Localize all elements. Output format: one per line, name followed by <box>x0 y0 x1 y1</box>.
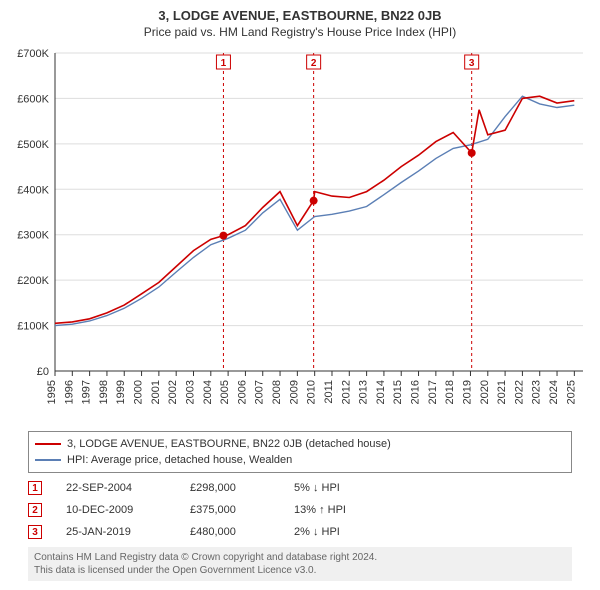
legend-label: HPI: Average price, detached house, Weal… <box>67 454 292 466</box>
svg-text:2006: 2006 <box>236 380 248 404</box>
legend: 3, LODGE AVENUE, EASTBOURNE, BN22 0JB (d… <box>28 431 572 473</box>
title-line1: 3, LODGE AVENUE, EASTBOURNE, BN22 0JB <box>4 8 596 23</box>
svg-text:2007: 2007 <box>254 380 266 404</box>
svg-text:£500K: £500K <box>17 139 49 151</box>
svg-text:2021: 2021 <box>496 380 508 404</box>
legend-row-1: HPI: Average price, detached house, Weal… <box>35 452 565 468</box>
event-desc: 13% ↑ HPI <box>294 504 346 516</box>
svg-text:3: 3 <box>469 58 475 69</box>
event-price: £375,000 <box>190 504 270 516</box>
svg-text:£100K: £100K <box>17 321 49 333</box>
svg-text:2011: 2011 <box>323 380 335 404</box>
event-price: £298,000 <box>190 482 270 494</box>
svg-text:£700K: £700K <box>17 48 49 60</box>
event-desc: 5% ↓ HPI <box>294 482 340 494</box>
event-marker-box: 1 <box>28 481 42 495</box>
svg-text:2000: 2000 <box>133 380 145 404</box>
attribution-footer: Contains HM Land Registry data © Crown c… <box>28 547 572 581</box>
svg-text:1995: 1995 <box>46 380 58 404</box>
legend-swatch <box>35 459 61 461</box>
svg-text:2010: 2010 <box>306 380 318 404</box>
svg-text:1: 1 <box>221 58 227 69</box>
svg-text:2005: 2005 <box>219 380 231 404</box>
svg-text:1998: 1998 <box>98 380 110 404</box>
svg-text:2019: 2019 <box>461 380 473 404</box>
svg-text:2004: 2004 <box>202 380 214 404</box>
svg-text:2024: 2024 <box>548 380 560 404</box>
chart-svg: £0 £100K £200K £300K £400K £500K £600K £700K 199… <box>5 45 595 425</box>
svg-text:2001: 2001 <box>150 380 162 404</box>
svg-text:2017: 2017 <box>427 380 439 404</box>
svg-text:2015: 2015 <box>392 380 404 404</box>
chart-titles: 3, LODGE AVENUE, EASTBOURNE, BN22 0JB Pr… <box>0 0 600 45</box>
svg-text:2013: 2013 <box>358 380 370 404</box>
svg-text:2008: 2008 <box>271 380 283 404</box>
event-dot-1 <box>219 232 227 240</box>
event-date: 25-JAN-2019 <box>66 526 166 538</box>
svg-text:£200K: £200K <box>17 275 49 287</box>
svg-text:2009: 2009 <box>288 380 300 404</box>
chart-area: £0 £100K £200K £300K £400K £500K £600K £700K 199… <box>5 45 595 425</box>
event-marker-box: 3 <box>28 525 42 539</box>
svg-text:2016: 2016 <box>410 380 422 404</box>
event-row-3: 3 25-JAN-2019 £480,000 2% ↓ HPI <box>28 521 572 543</box>
footer-line2: This data is licensed under the Open Gov… <box>34 564 566 577</box>
legend-row-0: 3, LODGE AVENUE, EASTBOURNE, BN22 0JB (d… <box>35 436 565 452</box>
svg-text:2025: 2025 <box>565 380 577 404</box>
legend-swatch <box>35 443 61 445</box>
title-line2: Price paid vs. HM Land Registry's House … <box>4 25 596 39</box>
svg-text:£300K: £300K <box>17 230 49 242</box>
event-marker-box: 2 <box>28 503 42 517</box>
svg-text:2014: 2014 <box>375 380 387 404</box>
svg-text:2020: 2020 <box>479 380 491 404</box>
event-date: 10-DEC-2009 <box>66 504 166 516</box>
svg-text:1999: 1999 <box>115 380 127 404</box>
event-row-1: 1 22-SEP-2004 £298,000 5% ↓ HPI <box>28 477 572 499</box>
events-table: 1 22-SEP-2004 £298,000 5% ↓ HPI 2 10-DEC-2009… <box>28 477 572 543</box>
svg-text:2022: 2022 <box>513 380 525 404</box>
event-date: 22-SEP-2004 <box>66 482 166 494</box>
svg-text:2023: 2023 <box>531 380 543 404</box>
event-dot-3 <box>468 149 476 157</box>
event-dot-2 <box>310 197 318 205</box>
svg-text:2003: 2003 <box>184 380 196 404</box>
svg-text:1997: 1997 <box>81 380 93 404</box>
svg-text:£400K: £400K <box>17 184 49 196</box>
svg-text:2012: 2012 <box>340 380 352 404</box>
footer-line1: Contains HM Land Registry data © Crown c… <box>34 551 566 564</box>
svg-text:2018: 2018 <box>444 380 456 404</box>
svg-text:£600K: £600K <box>17 93 49 105</box>
svg-text:£0: £0 <box>37 366 49 378</box>
svg-text:2: 2 <box>311 58 317 69</box>
event-desc: 2% ↓ HPI <box>294 526 340 538</box>
svg-text:1996: 1996 <box>63 380 75 404</box>
event-price: £480,000 <box>190 526 270 538</box>
event-row-2: 2 10-DEC-2009 £375,000 13% ↑ HPI <box>28 499 572 521</box>
legend-label: 3, LODGE AVENUE, EASTBOURNE, BN22 0JB (d… <box>67 438 391 450</box>
svg-text:2002: 2002 <box>167 380 179 404</box>
